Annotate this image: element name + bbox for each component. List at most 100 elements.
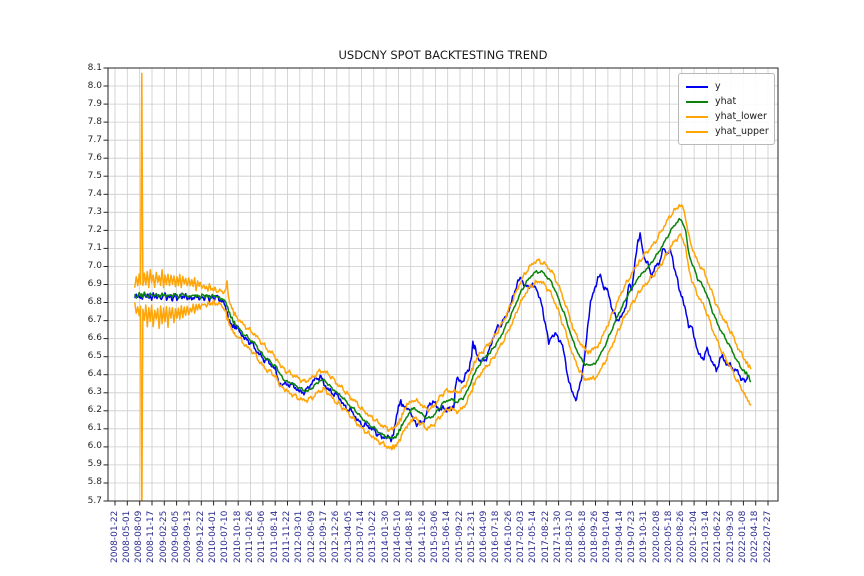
x-tick-label: 2020-12-04	[688, 510, 699, 563]
x-tick-label: 2008-11-17	[146, 510, 157, 563]
x-tick-label: 2013-07-14	[355, 510, 366, 563]
x-tick-label: 2020-02-08	[651, 510, 662, 563]
legend-label-yhat: yhat	[715, 96, 737, 107]
y-tick-label: 7.7	[87, 134, 102, 145]
x-tick-label: 2018-06-18	[577, 510, 588, 563]
y-tick-label: 5.7	[87, 495, 102, 506]
x-tick-label: 2009-06-05	[171, 510, 182, 563]
y-tick-label: 6.2	[87, 405, 102, 416]
y-tick-label: 6.9	[87, 279, 102, 289]
y-tick-label: 7.3	[87, 206, 102, 217]
x-tick-label: 2015-12-31	[466, 510, 477, 563]
x-tick-label: 2011-11-22	[282, 510, 292, 563]
x-tick-label: 2008-05-01	[121, 510, 132, 563]
y-tick-label: 7.6	[87, 152, 102, 163]
x-tick-label: 2012-12-26	[331, 510, 342, 563]
y-tick-label: 7.4	[87, 188, 102, 199]
x-tick-label: 2017-08-22	[540, 510, 551, 563]
legend-label-yhat-upper: yhat_upper	[715, 126, 769, 137]
y-tick-label: 7.9	[87, 98, 102, 109]
x-tick-label: 2016-10-26	[503, 510, 514, 563]
x-tick-label: 2019-04-14	[614, 510, 625, 563]
y-tick-label: 6.0	[87, 441, 102, 452]
x-tick-label: 2018-03-10	[565, 510, 576, 563]
x-tick-label: 2009-12-22	[195, 510, 206, 563]
y-tick-label: 6.7	[87, 315, 102, 326]
x-tick-label: 2012-03-01	[294, 510, 305, 563]
legend: y yhat yhat_lower yhat_upper	[678, 73, 775, 145]
y-tick-label: 6.6	[87, 333, 102, 344]
x-tick-label: 2011-05-06	[257, 510, 268, 563]
x-tick-label: 2017-05-14	[528, 510, 539, 563]
x-tick-label: 2014-11-26	[417, 510, 428, 563]
y-tick-label: 6.4	[87, 369, 102, 380]
legend-label-yhat-lower: yhat_lower	[715, 111, 767, 122]
legend-swatch-yhat	[686, 100, 708, 103]
x-tick-label: 2008-08-09	[134, 510, 145, 563]
y-tick-label: 6.3	[87, 387, 102, 398]
x-tick-label: 2022-04-18	[750, 510, 761, 563]
legend-label-y: y	[715, 81, 721, 92]
y-tick-label: 6.1	[87, 423, 102, 434]
x-tick-label: 2022-07-27	[762, 510, 773, 563]
y-tick-label: 5.8	[87, 477, 102, 488]
legend-item-yhat-lower: yhat_lower	[686, 109, 767, 124]
x-tick-label: 2020-08-26	[676, 510, 687, 563]
x-tick-label: 2021-03-14	[700, 510, 711, 563]
x-tick-label: 2011-01-26	[245, 510, 256, 563]
x-tick-label: 2021-09-30	[725, 510, 736, 563]
x-tick-label: 2011-08-14	[269, 510, 280, 563]
y-tick-label: 7.2	[87, 224, 102, 235]
y-tick-label: 6.8	[87, 297, 102, 308]
y-tick-label: 7.1	[87, 242, 102, 253]
x-tick-label: 2012-06-09	[306, 510, 317, 563]
x-tick-label: 2018-09-26	[590, 510, 601, 563]
x-tick-label: 2015-06-14	[442, 510, 453, 563]
series-y-line	[133, 232, 749, 443]
x-tick-label: 2013-04-05	[343, 510, 354, 563]
x-tick-label: 2021-06-22	[713, 510, 724, 563]
x-tick-label: 2014-08-18	[405, 510, 416, 563]
legend-item-y: y	[686, 79, 767, 94]
x-tick-label: 2017-02-03	[516, 510, 527, 563]
x-tick-label: 2017-11-30	[553, 510, 564, 563]
x-tick-label: 2010-10-18	[232, 510, 243, 563]
x-tick-label: 2009-02-25	[158, 510, 169, 563]
x-tick-label: 2012-09-17	[318, 510, 329, 563]
x-tick-label: 2019-07-23	[626, 510, 637, 563]
x-tick-label: 2015-09-22	[454, 510, 465, 563]
legend-swatch-y	[686, 85, 708, 88]
series-yhat-line	[133, 217, 752, 440]
chart-title: USDCNY SPOT BACKTESTING TREND	[338, 48, 548, 62]
series-yhat_lower-line	[133, 233, 752, 501]
x-tick-label: 2020-05-18	[663, 510, 674, 563]
plot-border	[107, 67, 779, 502]
legend-swatch-yhat-lower	[686, 115, 708, 118]
x-tick-label: 2010-04-01	[208, 510, 219, 563]
y-tick-label: 7.0	[87, 260, 102, 271]
legend-item-yhat-upper: yhat_upper	[686, 124, 769, 139]
x-tick-label: 2016-04-09	[479, 510, 490, 563]
x-tick-label: 2014-05-10	[392, 510, 403, 563]
x-tick-label: 2014-01-30	[380, 510, 391, 563]
y-tick-label: 8.0	[87, 80, 102, 91]
x-tick-label: 2016-07-18	[491, 510, 502, 563]
y-tick-label: 7.5	[87, 170, 102, 181]
y-tick-label: 5.9	[87, 459, 102, 470]
x-tick-label: 2009-09-13	[183, 510, 194, 563]
y-tick-label: 6.5	[87, 351, 102, 362]
x-tick-label: 2010-07-10	[220, 510, 231, 563]
x-tick-label: 2022-01-08	[737, 510, 748, 563]
x-tick-label: 2013-10-22	[368, 510, 379, 563]
legend-swatch-yhat-upper	[686, 130, 708, 133]
x-tick-label: 2008-01-22	[109, 510, 120, 563]
x-tick-label: 2015-03-06	[429, 510, 440, 563]
x-tick-label: 2019-01-04	[602, 510, 613, 563]
x-tick-label: 2019-10-31	[639, 510, 650, 563]
y-tick-label: 7.8	[87, 116, 102, 127]
y-tick-label: 8.1	[87, 62, 102, 73]
series-yhat_upper-line	[133, 72, 752, 432]
legend-item-yhat: yhat	[686, 94, 767, 109]
